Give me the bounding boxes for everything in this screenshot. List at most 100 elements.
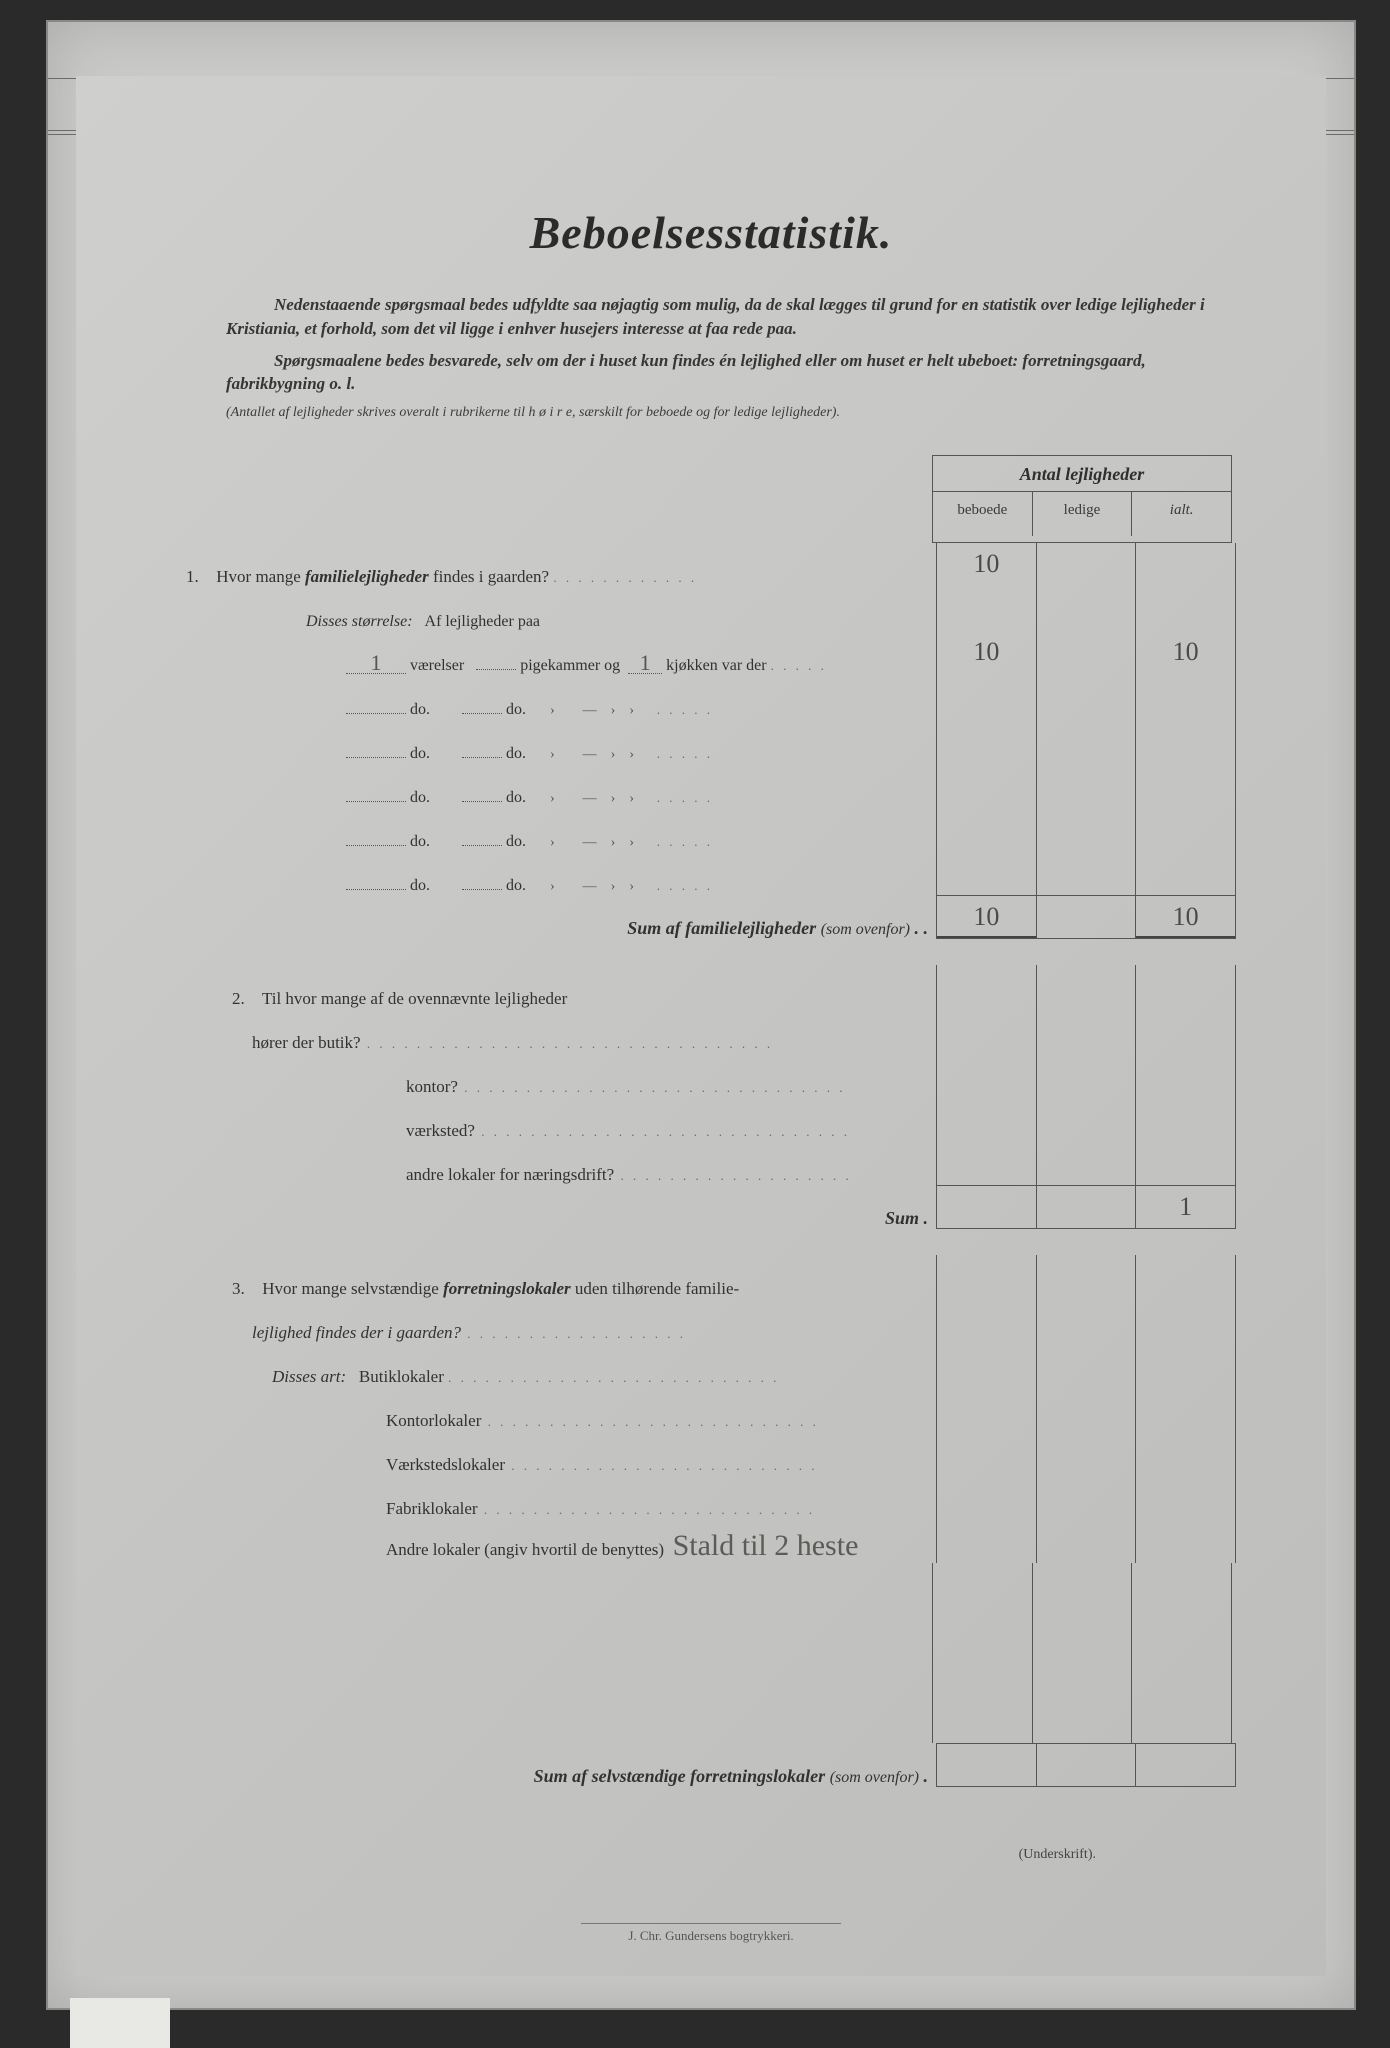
- do-slot: [346, 845, 406, 846]
- do-label: do.: [410, 877, 430, 894]
- do-label: do.: [506, 789, 526, 806]
- q1-sum-ialt: 10: [1136, 896, 1235, 938]
- printer-credit: J. Chr. Gundersens bogtrykkeri.: [581, 1923, 841, 1944]
- q3-sum-paren: (som ovenfor): [830, 1769, 919, 1786]
- cell: [1136, 1141, 1235, 1185]
- q3-fabrik-line: Fabriklokaler . . . . . . . . . . . . . …: [186, 1475, 1236, 1519]
- q3-butik-label: Butiklokaler: [359, 1367, 444, 1386]
- cell: [1136, 1299, 1235, 1343]
- cell: [1037, 587, 1137, 631]
- q3-vaerksted-line: Værkstedslokaler . . . . . . . . . . . .…: [186, 1431, 1236, 1475]
- q2-line: 2. Til hvor mange af de ovennævnte lejli…: [186, 965, 1236, 1009]
- do-label: do.: [506, 745, 526, 762]
- cell: [937, 1744, 1037, 1786]
- cell: [933, 1563, 1033, 1743]
- scan-artifact: [70, 1998, 170, 2048]
- cell: [1136, 851, 1235, 895]
- cell: [1136, 1387, 1235, 1431]
- intro-text: Nedenstaaende spørgsmaal bedes udfyldte …: [226, 295, 1205, 338]
- cell: [1136, 1519, 1235, 1563]
- cell: [1136, 1255, 1235, 1299]
- cell: [1136, 1343, 1235, 1387]
- q3-text-c: lejlighed findes der i gaarden?: [232, 1323, 461, 1342]
- q3-vaerksted-label: Værkstedslokaler: [386, 1455, 505, 1474]
- q3-number: 3.: [232, 1279, 258, 1299]
- cell: [937, 1475, 1037, 1519]
- q2-sum-value: 1: [1136, 1186, 1235, 1228]
- intro-text: Spørgsmaalene bedes besvarede, selv om d…: [226, 351, 1146, 394]
- q3-text-b: uden tilhørende familie-: [571, 1279, 740, 1298]
- form-table: Antal lejligheder beboede ledige ialt. 1…: [186, 455, 1236, 1787]
- do-label: do.: [410, 745, 430, 762]
- cell: [937, 587, 1037, 631]
- cell: [1037, 851, 1137, 895]
- vaerelser-count: 1: [346, 653, 406, 674]
- cell: [1037, 1343, 1137, 1387]
- cell: [1037, 1431, 1137, 1475]
- signature-label: (Underskrift).: [186, 1847, 1236, 1863]
- q3-andre-label: Andre lokaler (angiv hvortil de benyttes…: [386, 1540, 664, 1559]
- column-header-ledige: ledige: [1033, 492, 1133, 536]
- document-page: Beboelsesstatistik. Nedenstaaende spørgs…: [76, 76, 1326, 1976]
- q1-sum-label: Sum af familielejligheder: [627, 918, 816, 938]
- q2-sum-line: Sum . 1: [186, 1185, 1236, 1229]
- cell: [1136, 587, 1235, 631]
- page-title: Beboelsesstatistik.: [186, 206, 1236, 259]
- q1-sum-line: Sum af familielejligheder (som ovenfor) …: [186, 895, 1236, 939]
- cell: [1037, 1744, 1137, 1786]
- cell: [1037, 1141, 1137, 1185]
- cell: [1033, 1563, 1133, 1743]
- do-slot: [462, 757, 502, 758]
- cell: [937, 1053, 1037, 1097]
- q1-line: 1. Hvor mange familielejligheder findes …: [186, 543, 1236, 587]
- cell: [1136, 1097, 1235, 1141]
- cell: [937, 1431, 1037, 1475]
- row1-beboede: 10: [937, 631, 1037, 675]
- q1-em: familielejligheder: [305, 567, 429, 586]
- cell: [1136, 965, 1235, 1009]
- q2-number: 2.: [232, 989, 258, 1009]
- cell: [1037, 1053, 1137, 1097]
- cell: [937, 675, 1037, 719]
- q3-handwritten-value: Stald til 2 heste: [673, 1529, 859, 1562]
- scan-frame: Beboelsesstatistik. Nedenstaaende spørgs…: [46, 20, 1356, 2010]
- cell: [1037, 675, 1137, 719]
- do-slot: [462, 889, 502, 890]
- cell: [1037, 965, 1137, 1009]
- intro-note: (Antallet af lejligheder skrives overalt…: [226, 404, 1210, 423]
- do-label: do.: [506, 833, 526, 850]
- cell: [937, 1343, 1037, 1387]
- do-label: do.: [410, 701, 430, 718]
- q2-andre-line: andre lokaler for næringsdrift? . . . . …: [186, 1141, 1236, 1185]
- cell: [1037, 763, 1137, 807]
- do-label: do.: [410, 833, 430, 850]
- cell: [1136, 1744, 1235, 1786]
- cell: [1037, 719, 1137, 763]
- cell: [937, 1519, 1037, 1563]
- do-slot: [462, 713, 502, 714]
- do-slot: [346, 757, 406, 758]
- intro-note-text: (Antallet af lejligheder skrives overalt…: [226, 405, 840, 420]
- q2-kontor-line: kontor? . . . . . . . . . . . . . . . . …: [186, 1053, 1236, 1097]
- cell: [1037, 807, 1137, 851]
- q1-size-row-do: do. do. › — › › . . . . .: [186, 807, 1236, 851]
- do-slot: [462, 801, 502, 802]
- cell: [1037, 1255, 1137, 1299]
- cell: [937, 1387, 1037, 1431]
- cell: [937, 763, 1037, 807]
- q3-disses-label: Disses art:: [272, 1367, 346, 1386]
- do-label: do.: [410, 789, 430, 806]
- q3-line-2: lejlighed findes der i gaarden? . . . . …: [186, 1299, 1236, 1343]
- q2-text: Til hvor mange af de ovennævnte lejlighe…: [262, 989, 567, 1008]
- cell: [1136, 719, 1235, 763]
- do-slot: [462, 845, 502, 846]
- q2-butik-label: hører der butik?: [232, 1033, 361, 1052]
- cell: [1037, 1475, 1137, 1519]
- do-slot: [346, 889, 406, 890]
- do-slot: [346, 713, 406, 714]
- q3-fabrik-label: Fabriklokaler: [386, 1499, 478, 1518]
- cell: [1136, 1475, 1235, 1519]
- q1-size-row-do: do. do. › — › › . . . . .: [186, 763, 1236, 807]
- kjokken-count: 1: [628, 653, 662, 674]
- cell: [937, 1299, 1037, 1343]
